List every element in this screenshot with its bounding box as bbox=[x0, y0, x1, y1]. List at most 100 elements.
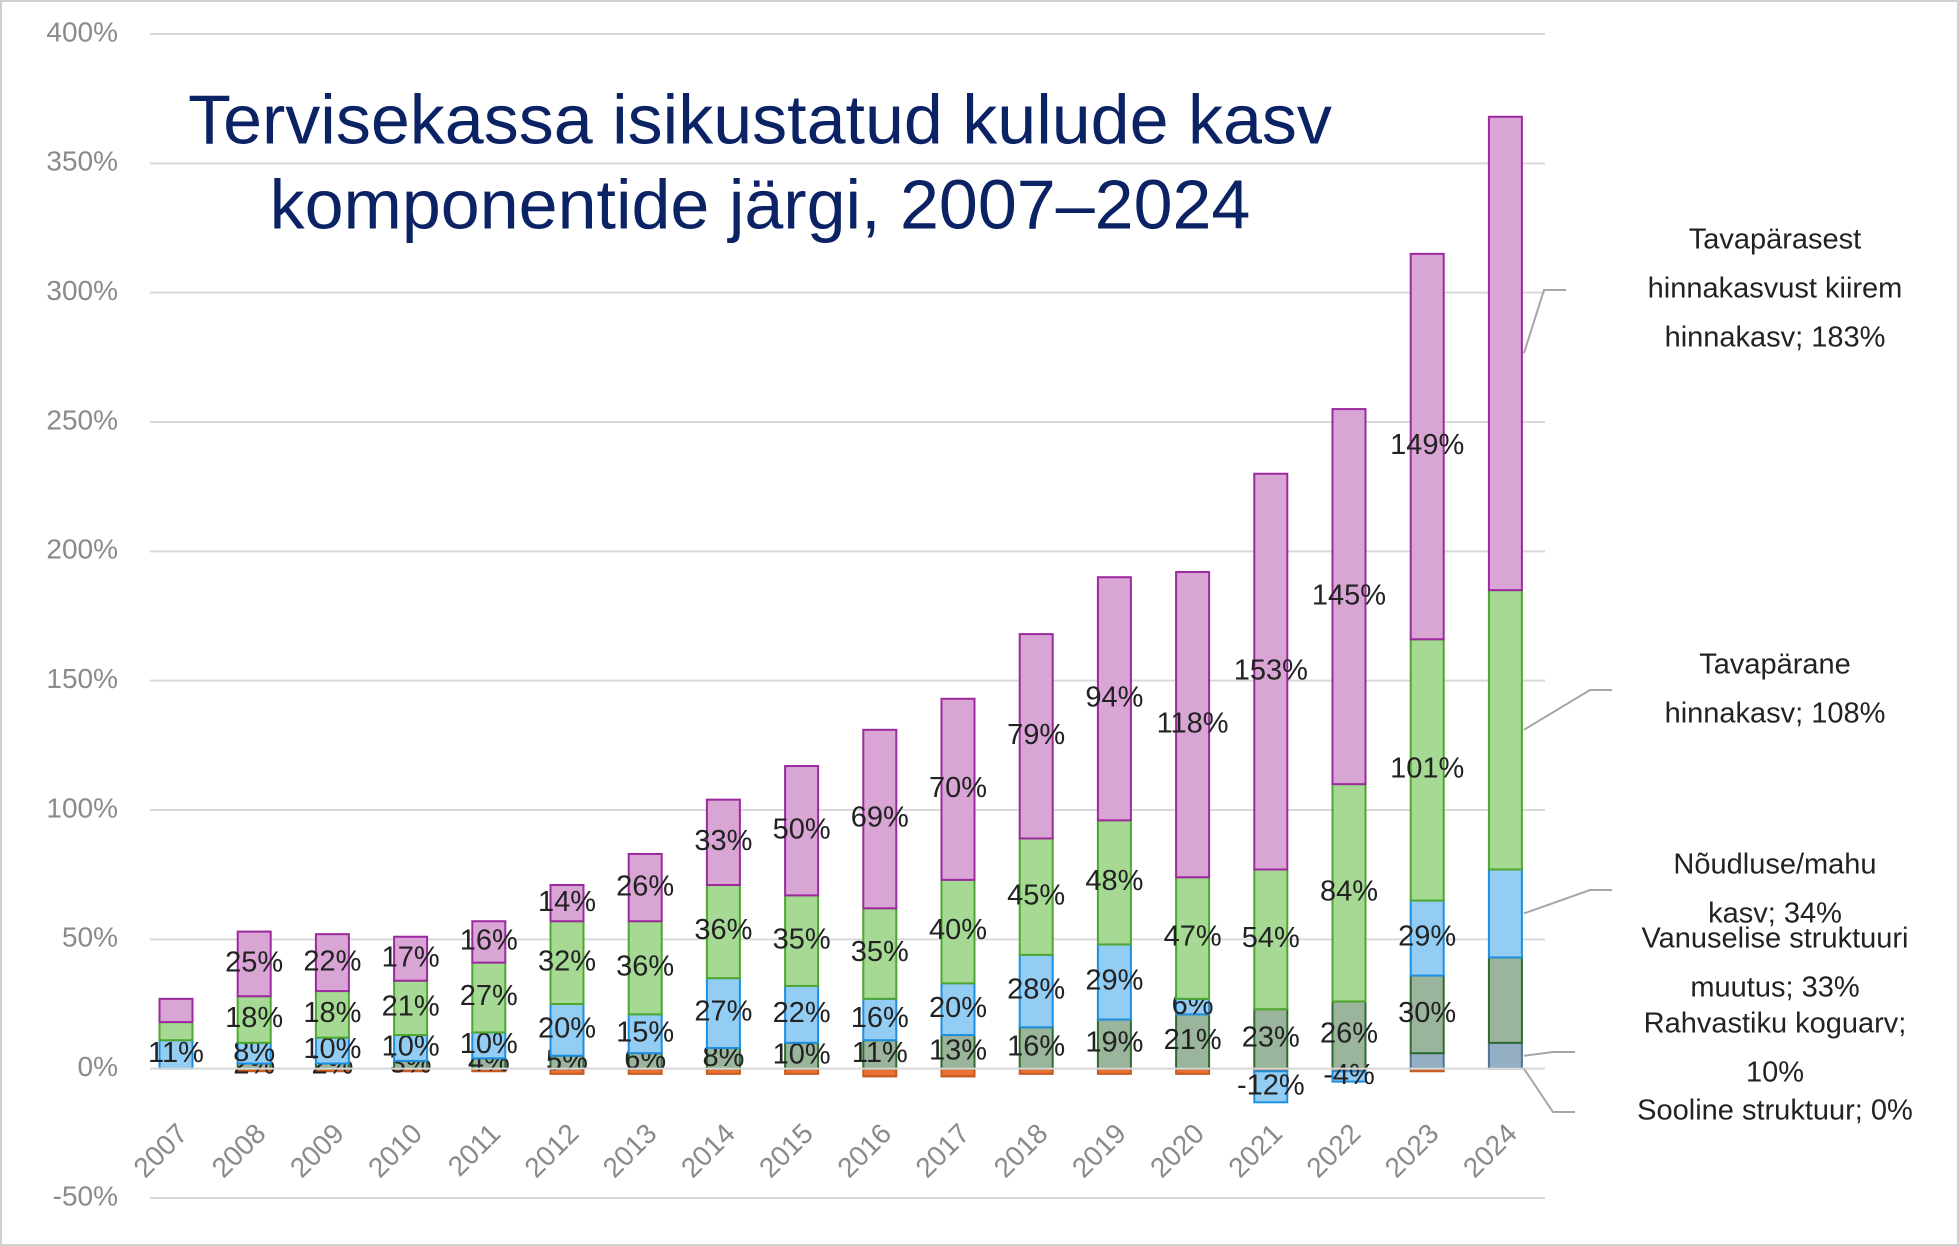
data-label: 26% bbox=[1320, 1018, 1378, 1050]
bar-segment bbox=[1487, 868, 1523, 959]
bar-segment bbox=[1096, 943, 1132, 1021]
bar-segment bbox=[1175, 876, 1211, 1000]
bar-segment bbox=[1253, 868, 1289, 1011]
data-label: 29% bbox=[1398, 921, 1456, 953]
bar-segment bbox=[862, 1067, 898, 1078]
bar-segment bbox=[1331, 783, 1367, 1003]
data-label: 19% bbox=[1085, 1027, 1143, 1059]
y-tick-label: 350% bbox=[46, 146, 118, 177]
bar-segment bbox=[1253, 472, 1289, 871]
bar-segment bbox=[393, 979, 429, 1037]
bar-segment bbox=[1487, 589, 1523, 871]
bar-segment bbox=[549, 1003, 585, 1057]
data-label: 14% bbox=[538, 886, 596, 918]
leader-line bbox=[1523, 1068, 1575, 1113]
chart-title: komponentide järgi, 2007–2024 bbox=[270, 165, 1251, 243]
data-label: 32% bbox=[538, 945, 596, 977]
data-label: 79% bbox=[1007, 719, 1065, 751]
bar-segment bbox=[314, 990, 350, 1039]
bar-segment bbox=[1175, 571, 1211, 879]
annotation: hinnakasv; 183% bbox=[1665, 322, 1886, 354]
data-label: 16% bbox=[851, 1002, 909, 1034]
annotation: hinnakasv; 108% bbox=[1665, 698, 1886, 730]
bar-segment bbox=[236, 930, 272, 998]
bar-segment bbox=[1409, 899, 1445, 977]
data-label: 22% bbox=[303, 945, 361, 977]
data-label: 118% bbox=[1157, 707, 1229, 739]
bar-segment bbox=[1253, 1070, 1289, 1104]
data-label: 16% bbox=[460, 925, 518, 957]
bar-segment bbox=[1409, 638, 1445, 902]
bar-segment bbox=[1018, 837, 1054, 956]
y-tick-label: 50% bbox=[62, 922, 118, 953]
annotation: kasv; 34% bbox=[1708, 898, 1842, 930]
data-label: 21% bbox=[1164, 1024, 1222, 1056]
data-label: 45% bbox=[1007, 879, 1065, 911]
bar-segment bbox=[1018, 633, 1054, 840]
data-label: -4% bbox=[1323, 1059, 1375, 1091]
bar-segment bbox=[471, 920, 507, 964]
bar-segment bbox=[784, 765, 820, 897]
bar-segment bbox=[1096, 576, 1132, 822]
y-tick-label: 0% bbox=[78, 1051, 118, 1082]
y-tick-label: 400% bbox=[46, 16, 118, 47]
annotation: 10% bbox=[1746, 1057, 1804, 1089]
data-label: 11% bbox=[852, 1037, 908, 1069]
bar-segment bbox=[471, 1031, 507, 1060]
bar-segment bbox=[1018, 1026, 1054, 1070]
bar-segment bbox=[549, 884, 585, 923]
data-label: 35% bbox=[773, 923, 831, 955]
data-label: 149% bbox=[1390, 429, 1464, 461]
data-label: 18% bbox=[225, 1002, 283, 1034]
bar-segment bbox=[1487, 956, 1523, 1044]
chart-title: Tervisekassa isikustatud kulude kasv bbox=[188, 80, 1332, 158]
y-tick-label: -50% bbox=[53, 1180, 118, 1211]
y-tick-label: 150% bbox=[46, 663, 118, 694]
bar-segment bbox=[1331, 1000, 1367, 1070]
data-label: 47% bbox=[1164, 921, 1222, 953]
annotation: Tavapärane bbox=[1699, 649, 1851, 681]
annotation: Tavapärasest bbox=[1689, 224, 1862, 256]
bar-segment bbox=[627, 1013, 663, 1055]
data-label: 18% bbox=[303, 997, 361, 1029]
data-label: 27% bbox=[694, 996, 752, 1028]
data-label: 11% bbox=[148, 1037, 204, 1069]
bar-segment bbox=[1409, 252, 1445, 641]
data-label: 36% bbox=[616, 950, 674, 982]
data-label: 20% bbox=[538, 1013, 596, 1045]
bar-segment bbox=[314, 933, 350, 993]
bar-segment bbox=[158, 997, 194, 1024]
data-label: 54% bbox=[1242, 922, 1300, 954]
bar-segment bbox=[784, 984, 820, 1044]
bar-segment bbox=[1018, 953, 1054, 1029]
leader-line bbox=[1522, 289, 1566, 354]
data-label: 35% bbox=[851, 936, 909, 968]
y-tick-label: 250% bbox=[46, 404, 118, 435]
bar-segment bbox=[1409, 1052, 1445, 1070]
data-label: 26% bbox=[616, 870, 674, 902]
data-label: 70% bbox=[929, 772, 987, 804]
data-label: 101% bbox=[1390, 753, 1464, 785]
data-label: 20% bbox=[929, 992, 987, 1024]
bar-segment bbox=[1096, 819, 1132, 946]
data-label: 69% bbox=[851, 802, 909, 834]
bar-segment bbox=[1331, 408, 1367, 786]
bar-segment bbox=[158, 1021, 194, 1042]
annotation: Rahvastiku koguarv; bbox=[1644, 1008, 1907, 1040]
data-label: 48% bbox=[1085, 865, 1143, 897]
bar-segment bbox=[705, 977, 741, 1049]
y-tick-label: 100% bbox=[46, 792, 118, 823]
data-label: 22% bbox=[773, 997, 831, 1029]
leader-line bbox=[1523, 689, 1612, 731]
bar-segment bbox=[862, 728, 898, 910]
bar-segment bbox=[1331, 1070, 1367, 1083]
data-label: 28% bbox=[1007, 974, 1065, 1006]
bar-segment bbox=[471, 961, 507, 1034]
bar-segment bbox=[393, 935, 429, 982]
y-tick-label: 300% bbox=[46, 275, 118, 306]
annotation: hinnakasvust kiirem bbox=[1648, 273, 1903, 305]
data-label: 23% bbox=[1242, 1022, 1300, 1054]
data-label: 29% bbox=[1085, 965, 1143, 997]
data-label: 94% bbox=[1085, 681, 1143, 713]
